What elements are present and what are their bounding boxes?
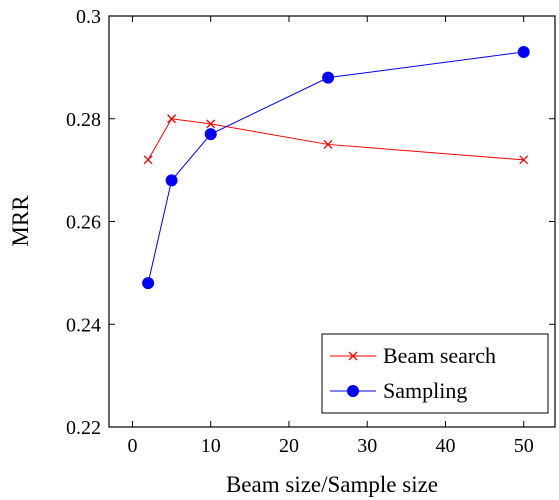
sampling-marker [517, 45, 530, 58]
legend-entries: Beam search Sampling [330, 343, 496, 403]
y-tick-label: 0.3 [76, 6, 101, 28]
x-tick-label: 20 [279, 435, 299, 457]
axis-tick-labels: 0 10 20 30 40 50 0.22 0.24 0.26 0.28 0.3 [66, 6, 534, 457]
sampling-series [142, 45, 530, 290]
legend-box [321, 333, 549, 414]
legend-label: Sampling [383, 378, 467, 403]
x-axis-label: Beam size/Sample size [226, 472, 438, 497]
beam-search-line [147, 118, 524, 161]
x-tick-label: 50 [514, 435, 534, 457]
beam-search-marker [519, 155, 529, 165]
x-tick-label: 40 [435, 435, 455, 457]
sampling-marker [165, 174, 178, 187]
beam-search-marker [206, 119, 216, 129]
y-tick-label: 0.22 [66, 417, 101, 439]
x-tick-label: 10 [201, 435, 221, 457]
legend: Beam search Sampling [321, 333, 549, 414]
beam-search-marker [348, 351, 358, 361]
y-tick-label: 0.24 [66, 314, 101, 336]
y-axis-label: MRR [8, 195, 33, 247]
beam-search-marker [143, 155, 153, 165]
legend-entry-beam-search: Beam search [330, 343, 496, 368]
sampling-marker [322, 71, 335, 84]
series-layer [142, 45, 530, 290]
sampling-marker [204, 128, 217, 141]
x-tick-label: 30 [357, 435, 377, 457]
sampling-marker [142, 277, 155, 290]
legend-entry-sampling: Sampling [330, 378, 467, 403]
x-tick-label: 0 [127, 435, 137, 457]
y-tick-label: 0.26 [66, 212, 101, 234]
beam-search-series [143, 114, 529, 165]
sampling-line [147, 51, 524, 284]
legend-label: Beam search [383, 343, 496, 368]
y-tick-label: 0.28 [66, 109, 101, 131]
beam-search-marker [167, 114, 177, 124]
sampling-marker [347, 385, 359, 397]
beam-search-marker [323, 139, 333, 149]
axis-ticks [109, 15, 555, 428]
